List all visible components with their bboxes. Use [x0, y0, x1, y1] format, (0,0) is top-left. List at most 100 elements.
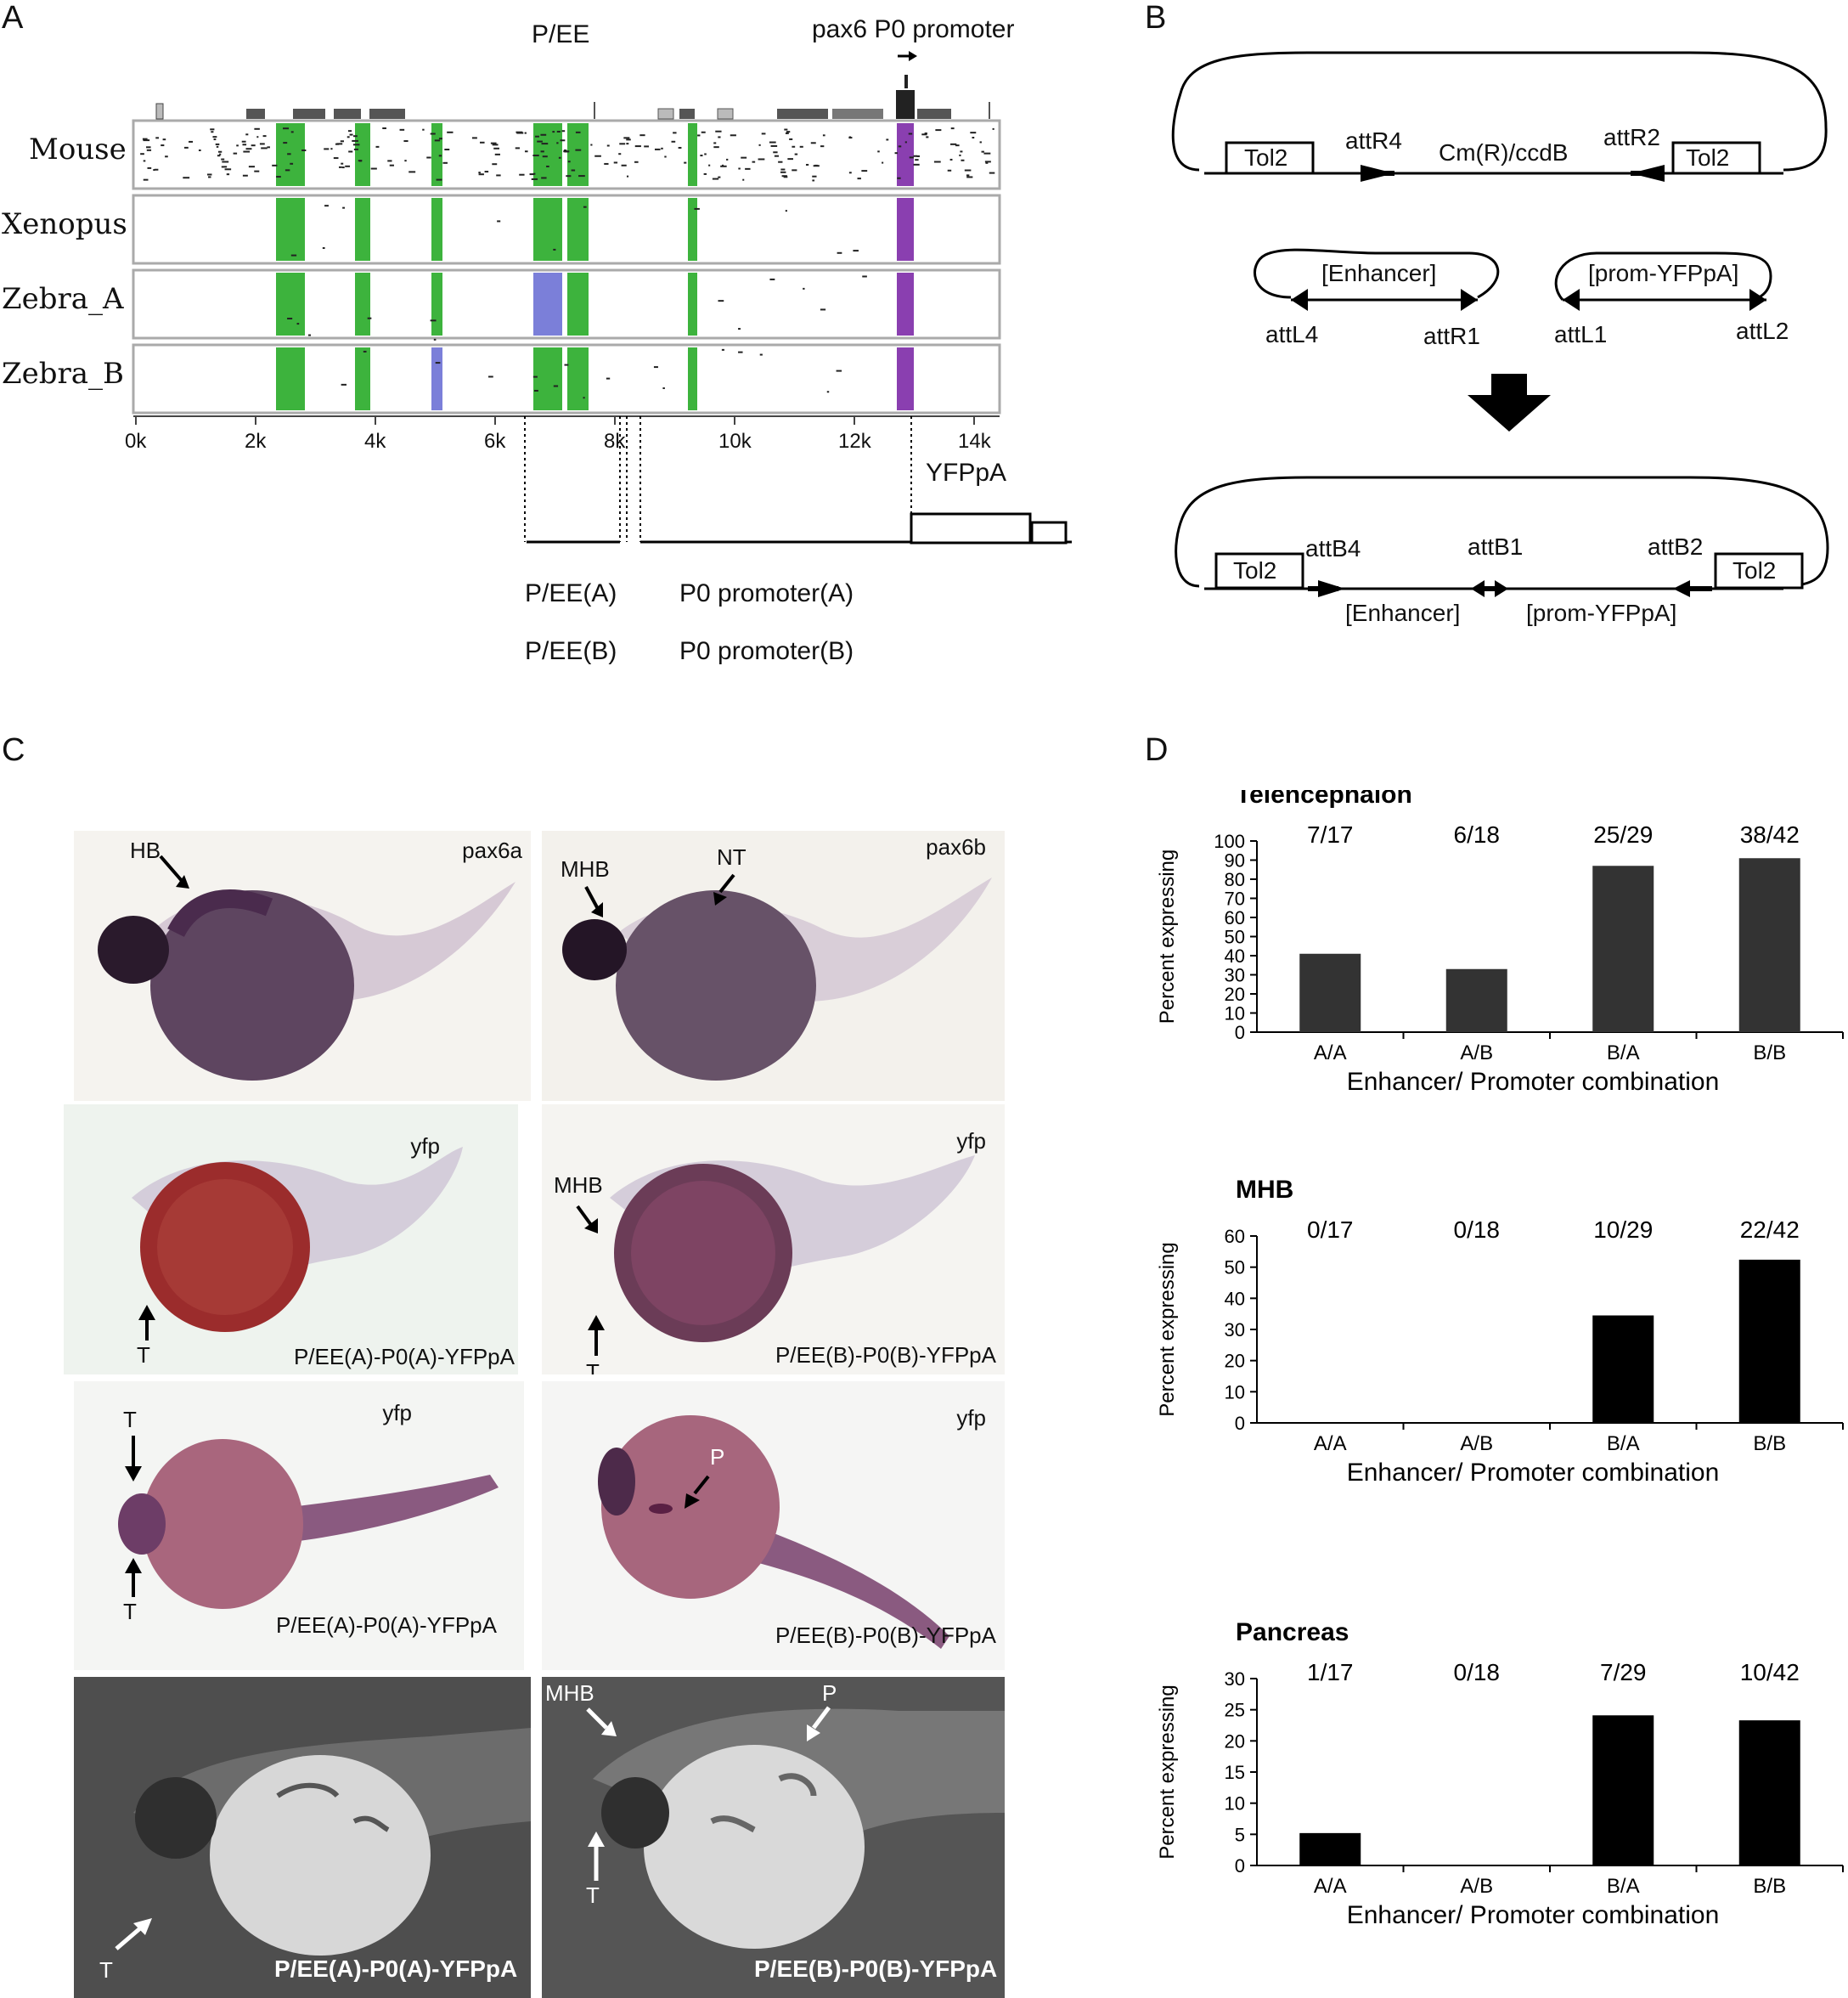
construct-p0-b: P0 promoter(B): [679, 637, 854, 665]
chart-title: Telencephalon: [1236, 790, 1412, 809]
data-label: 7/17: [1307, 821, 1354, 848]
arrow-label-t: T: [123, 1599, 137, 1624]
species-xenopus: Xenopus: [2, 207, 127, 241]
tag-yfp: yfp: [956, 1405, 986, 1431]
caption-construct-a: P/EE(A)-P0(A)-YFPpA: [293, 1344, 515, 1369]
yfp-label: YFPpA: [926, 459, 1007, 487]
attb1-label: attB1: [1468, 533, 1524, 560]
x-axis-label: Enhancer/ Promoter combination: [1347, 1459, 1720, 1487]
axis-tick: 14k: [958, 430, 991, 453]
y-tick-label: 15: [1225, 1762, 1245, 1783]
gateway-cloning-diagram: [1171, 51, 1829, 597]
arrow-label-p: P: [822, 1680, 837, 1706]
bar: [1592, 1715, 1654, 1865]
prom-insert-label: [prom-YFPpA]: [1526, 600, 1677, 626]
data-label: 0/17: [1307, 1216, 1354, 1243]
annotation-track: [155, 75, 990, 120]
species-mouse: Mouse: [29, 133, 127, 166]
species-zebra-b: Zebra_B: [2, 357, 125, 391]
pee-label: P/EE: [532, 20, 590, 48]
y-tick-label: 25: [1225, 1700, 1245, 1721]
chart-title: MHB: [1236, 1176, 1293, 1204]
y-tick-label: 0: [1235, 1413, 1245, 1434]
attr2-label: attR2: [1603, 124, 1660, 150]
x-tick-label: B/A: [1607, 1875, 1640, 1898]
y-tick-label: 40: [1225, 945, 1245, 967]
photo-pax6b-embryo: pax6b MHB NT: [542, 831, 1005, 1101]
caption-construct-a: P/EE(A)-P0(A)-YFPpA: [275, 1612, 497, 1638]
y-tick-label: 30: [1225, 1668, 1245, 1690]
x-axis-label: Enhancer/ Promoter combination: [1347, 1901, 1720, 1929]
cassette-label: Cm(R)/ccdB: [1439, 139, 1569, 166]
alignment-dots: [140, 127, 995, 399]
tag-yfp: yfp: [382, 1400, 412, 1425]
caption-construct-b: P/EE(B)-P0(B)-YFPpA: [754, 1956, 998, 1982]
species-zebra-a: Zebra_A: [2, 282, 124, 316]
attl1-label: attL1: [1554, 321, 1608, 347]
y-tick-label: 50: [1225, 927, 1245, 948]
data-label: 7/29: [1600, 1659, 1647, 1685]
panel-letter-d: D: [1145, 732, 1169, 768]
data-label: 10/42: [1740, 1659, 1800, 1685]
y-tick-label: 0: [1235, 1855, 1245, 1877]
data-label: 1/17: [1307, 1659, 1354, 1685]
promoter-label: pax6 P0 promoter: [812, 15, 1015, 43]
attb4-label: attB4: [1305, 535, 1361, 562]
y-axis-label: Percent expressing: [1156, 1242, 1179, 1416]
axis-tick: 8k: [604, 430, 626, 453]
attl4-label: attL4: [1265, 321, 1319, 347]
axis-tick: 10k: [718, 430, 752, 453]
arrow-label-mhb: MHB: [545, 1680, 594, 1706]
x-tick-label: A/B: [1460, 1041, 1493, 1064]
y-tick-label: 100: [1214, 831, 1245, 852]
axis-tick: 4k: [364, 430, 386, 453]
y-tick-label: 80: [1225, 869, 1245, 890]
data-label: 0/18: [1454, 1659, 1501, 1685]
y-tick-label: 20: [1225, 1730, 1245, 1752]
y-tick-label: 50: [1225, 1257, 1245, 1278]
data-label: 10/29: [1593, 1216, 1653, 1243]
y-tick-label: 60: [1225, 1226, 1245, 1247]
tag-pax6b: pax6b: [926, 834, 986, 860]
position-axis: [133, 415, 1000, 425]
x-tick-label: A/A: [1314, 1432, 1347, 1455]
vista-alignment-plot: [132, 51, 1072, 545]
bar: [1738, 1720, 1800, 1865]
bar: [1738, 1259, 1800, 1423]
construct-pee-a: P/EE(A): [525, 579, 617, 607]
arrow-label-t: T: [586, 1882, 600, 1908]
photo-pax6a-embryo: pax6a HB: [74, 831, 531, 1101]
attb2-label: attB2: [1648, 533, 1704, 560]
chart-title: Pancreas: [1236, 1618, 1349, 1646]
x-tick-label: B/B: [1753, 1041, 1786, 1064]
y-axis-label: Percent expressing: [1156, 849, 1179, 1024]
y-tick-label: 10: [1225, 1793, 1245, 1815]
panel-letter-b: B: [1145, 0, 1167, 36]
axis-tick: 6k: [484, 430, 506, 453]
arrow-label-hb: HB: [130, 838, 161, 863]
caption-construct-b: P/EE(B)-P0(B)-YFPpA: [775, 1623, 996, 1648]
y-tick-label: 30: [1225, 965, 1245, 986]
arrow-label-p: P: [710, 1444, 725, 1470]
x-tick-label: A/B: [1460, 1875, 1493, 1898]
attl2-label: attL2: [1736, 318, 1789, 344]
tol2-left-bottom: Tol2: [1233, 557, 1277, 584]
x-tick-label: A/A: [1314, 1875, 1347, 1898]
data-label: 0/18: [1454, 1216, 1501, 1243]
photo-yfp-dorsal-b: yfp P/EE(B)-P0(B)-YFPpA P: [542, 1381, 1005, 1670]
x-tick-label: A/B: [1460, 1432, 1493, 1455]
bar: [1592, 1315, 1654, 1423]
bar: [1299, 953, 1361, 1032]
data-label: 6/18: [1454, 821, 1501, 848]
expression-bar-charts: Telencephalon0102030405060708090100A/A7/…: [1156, 790, 1844, 1929]
tag-yfp: yfp: [956, 1128, 986, 1154]
data-label: 25/29: [1593, 821, 1653, 848]
enhancer-insert-label: [Enhancer]: [1345, 600, 1461, 626]
photo-yfp-construct-a: yfp P/EE(A)-P0(A)-YFPpA T: [64, 1104, 518, 1374]
tol2-right-top: Tol2: [1686, 144, 1730, 171]
bar: [1445, 968, 1507, 1032]
tol2-left-top: Tol2: [1244, 144, 1288, 171]
track-boxes: [132, 119, 1001, 415]
y-tick-label: 20: [1225, 984, 1245, 1005]
y-tick-label: 5: [1235, 1824, 1245, 1845]
